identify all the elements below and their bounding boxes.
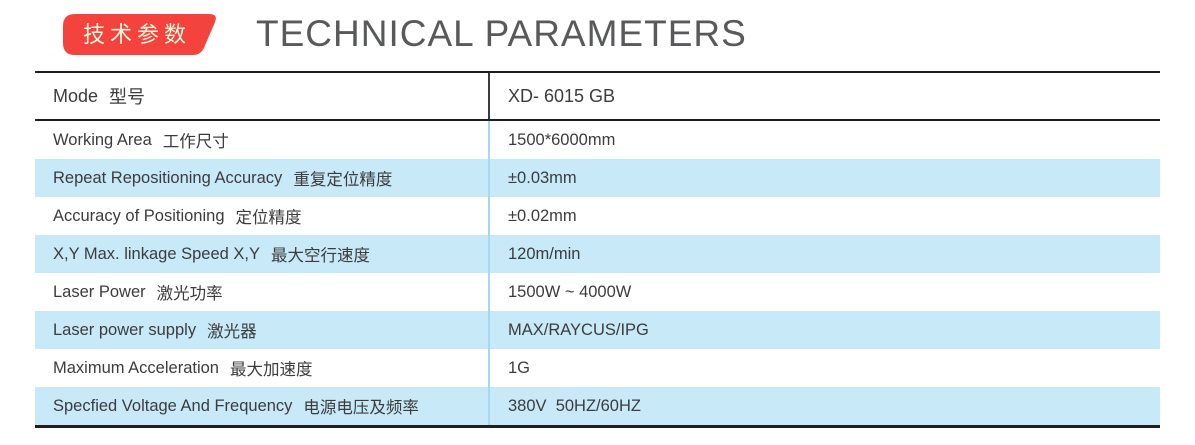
- row-label-cell: Maximum Acceleration 最大加速度: [35, 349, 488, 387]
- table-row: Laser Power 激光功率 1500W ~ 4000W: [35, 273, 1160, 311]
- row-value-cell: ±0.03mm: [488, 159, 1160, 197]
- row-label-zh: 工作尺寸: [162, 133, 229, 151]
- row-value: ±0.03mm: [508, 168, 577, 187]
- row-label-cell: Working Area 工作尺寸: [35, 121, 488, 159]
- header-label-en: Mode: [53, 85, 99, 106]
- row-value-cell: 120m/min: [488, 235, 1160, 273]
- header-label-cell: Mode 型号: [35, 73, 488, 119]
- table-row: Laser power supply 激光器 MAX/RAYCUS/IPG: [35, 311, 1160, 349]
- row-label-en: Working Area: [53, 130, 152, 149]
- badge-ribbon-path: [63, 13, 216, 55]
- row-label-zh: 定位精度: [235, 209, 302, 227]
- row-value-cell: 380V 50HZ/60HZ: [488, 387, 1160, 425]
- row-label-cell: X,Y Max. linkage Speed X,Y 最大空行速度: [35, 235, 488, 273]
- row-label-zh: 激光器: [207, 323, 257, 341]
- row-label-en: Accuracy of Positioning: [53, 206, 225, 225]
- row-value: ±0.02mm: [508, 206, 577, 225]
- section-header: 技术参数 TECHNICAL PARAMETERS: [63, 12, 1195, 56]
- row-value-cell: MAX/RAYCUS/IPG: [488, 311, 1160, 349]
- row-label-en: Laser Power: [53, 282, 146, 301]
- header-label-zh: 型号: [109, 87, 146, 107]
- table-row: Specfied Voltage And Frequency 电源电压及频率 3…: [35, 387, 1160, 425]
- row-label-zh: 最大空行速度: [270, 247, 370, 265]
- row-label-zh: 最大加速度: [229, 361, 313, 379]
- badge-ribbon-shape: [63, 13, 216, 55]
- row-label-cell: Repeat Repositioning Accuracy 重复定位精度: [35, 159, 488, 197]
- row-label-zh: 激光功率: [156, 285, 223, 303]
- row-value-cell: 1500W ~ 4000W: [488, 273, 1160, 311]
- technical-parameters-table: Mode 型号 XD- 6015 GB Working Area 工作尺寸 15…: [35, 71, 1160, 428]
- row-label-en: Maximum Acceleration: [53, 358, 219, 377]
- row-label-en: X,Y Max. linkage Speed X,Y: [53, 244, 260, 263]
- row-label-cell: Accuracy of Positioning 定位精度: [35, 197, 488, 235]
- row-value: 120m/min: [508, 244, 581, 263]
- row-value-cell: ±0.02mm: [488, 197, 1160, 235]
- header-value-cell: XD- 6015 GB: [488, 73, 1160, 119]
- row-value-cell: 1500*6000mm: [488, 121, 1160, 159]
- row-value: 1500*6000mm: [508, 130, 616, 149]
- badge-label: 技术参数: [82, 21, 191, 47]
- row-label-cell: Specfied Voltage And Frequency 电源电压及频率: [35, 387, 488, 425]
- table-row: Repeat Repositioning Accuracy 重复定位精度 ±0.…: [35, 159, 1160, 197]
- row-label-en: Specfied Voltage And Frequency: [53, 396, 293, 415]
- row-label-en: Repeat Repositioning Accuracy: [53, 168, 283, 187]
- row-value: 380V 50HZ/60HZ: [508, 396, 641, 415]
- page-title: TECHNICAL PARAMETERS: [256, 13, 747, 54]
- model-value: XD- 6015 GB: [508, 85, 616, 106]
- row-value-cell: 1G: [488, 349, 1160, 387]
- table-row: X,Y Max. linkage Speed X,Y 最大空行速度 120m/m…: [35, 235, 1160, 273]
- row-label-zh: 重复定位精度: [293, 171, 393, 189]
- row-label-zh: 电源电压及频率: [303, 399, 419, 417]
- table-row: Working Area 工作尺寸 1500*6000mm: [35, 121, 1160, 159]
- table-row: Maximum Acceleration 最大加速度 1G: [35, 349, 1160, 387]
- section-badge: 技术参数: [63, 13, 219, 55]
- table-row: Accuracy of Positioning 定位精度 ±0.02mm: [35, 197, 1160, 235]
- row-label-cell: Laser Power 激光功率: [35, 273, 488, 311]
- row-label-cell: Laser power supply 激光器: [35, 311, 488, 349]
- table-header-row: Mode 型号 XD- 6015 GB: [35, 73, 1160, 121]
- row-value: 1500W ~ 4000W: [508, 282, 632, 301]
- row-value: 1G: [508, 358, 531, 377]
- row-value: MAX/RAYCUS/IPG: [508, 320, 649, 339]
- row-label-en: Laser power supply: [53, 320, 197, 339]
